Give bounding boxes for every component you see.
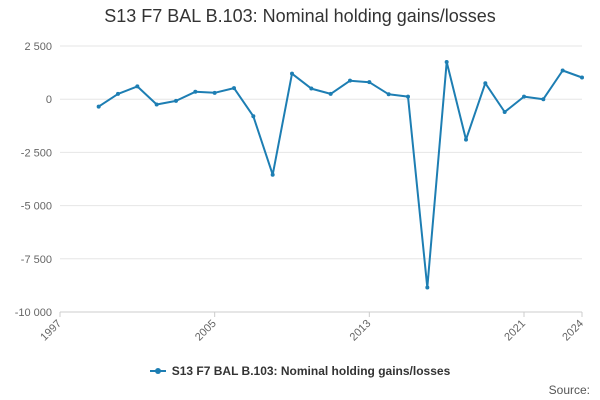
legend-label[interactable]: S13 F7 BAL B.103: Nominal holding gains/… [171,364,451,378]
x-tick-label: 2013 [348,318,374,344]
data-point [154,102,159,107]
legend[interactable]: S13 F7 BAL B.103: Nominal holding gains/… [0,364,600,378]
data-point [502,109,507,114]
data-point [251,114,256,119]
data-point [483,81,488,86]
legend-swatch [149,368,166,374]
y-tick-label: 0 [46,94,52,106]
x-tick-label: 2024 [560,318,586,344]
data-point [541,97,546,102]
data-point [367,80,372,85]
chart-title: S13 F7 BAL B.103: Nominal holding gains/… [104,6,496,26]
data-point [270,172,275,177]
data-point [580,75,584,80]
data-point [193,89,198,94]
data-point [174,98,178,103]
data-point [348,78,352,83]
data-point [290,71,294,76]
data-point [406,94,410,99]
y-tick-label: -7 500 [21,254,52,266]
data-point [464,137,468,142]
x-tick-label: 2021 [502,318,528,344]
data-point [425,285,430,290]
data-point [135,84,140,89]
data-point [386,92,391,97]
x-tick-label: 2005 [193,318,219,344]
data-point [116,91,120,96]
legend-swatch-dot [154,368,161,374]
y-tick-label: -5 000 [21,201,52,213]
y-tick-label: -10 000 [15,307,52,319]
data-point [444,59,449,64]
data-point [328,91,333,96]
data-point [522,94,526,99]
data-point [309,86,314,91]
data-point [96,104,101,109]
y-tick-label: 2 500 [24,41,52,53]
data-point [232,86,236,91]
data-point [560,68,565,73]
y-tick-label: -2 500 [21,147,52,159]
data-point [212,90,217,95]
series-line [98,61,583,289]
source-label: Source: [548,383,590,397]
x-tick-label: 1997 [38,318,64,344]
